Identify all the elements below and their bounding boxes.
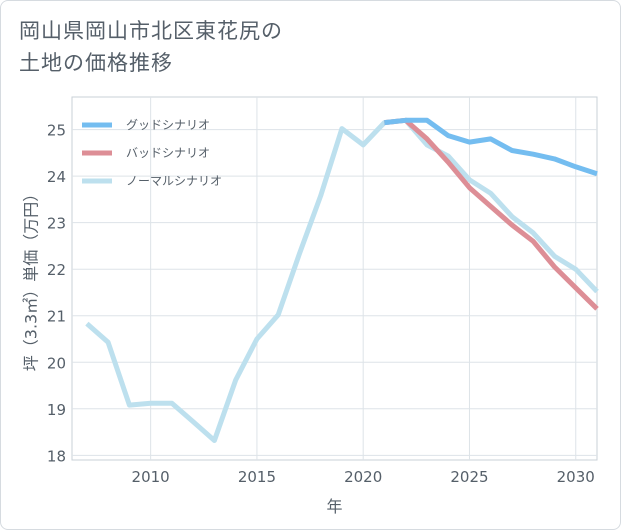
series-line-1 [384,117,599,311]
x-tick-labels: 2010 2015 2020 2025 2030 [132,468,595,486]
series-line-2 [85,117,599,443]
x-tick-label: 2010 [132,468,170,486]
y-tick-label: 19 [47,401,66,419]
x-tick-label: 2015 [238,468,276,486]
y-tick-label: 18 [47,447,66,465]
x-tick-label: 2020 [344,468,382,486]
y-axis-label: 坪（3.3㎡）単価（万円） [22,186,41,371]
chart-title-line-1: 岡山県岡山市北区東花尻の [19,19,283,43]
y-tick-label: 24 [47,168,66,186]
x-tick-label: 2025 [450,468,488,486]
x-tick-label: 2030 [557,468,595,486]
chart-title: 岡山県岡山市北区東花尻の 土地の価格推移 [19,15,419,79]
x-axis-label: 年 [326,497,342,516]
y-tick-labels: 18 19 20 21 22 23 24 25 [47,122,66,466]
y-tick-label: 21 [47,308,66,326]
y-tick-label: 22 [47,261,66,279]
y-tick-label: 25 [47,122,66,140]
chart-title-line-2: 土地の価格推移 [19,51,173,75]
legend-label: バッドシナリオ [126,146,210,160]
y-tick-label: 20 [47,354,66,372]
legend-label: グッドシナリオ [126,118,210,132]
y-tick-label: 23 [47,215,66,233]
legend-label: ノーマルシナリオ [126,174,222,188]
series-lines [85,117,599,443]
series-line-0 [384,117,598,177]
grid [72,97,597,460]
